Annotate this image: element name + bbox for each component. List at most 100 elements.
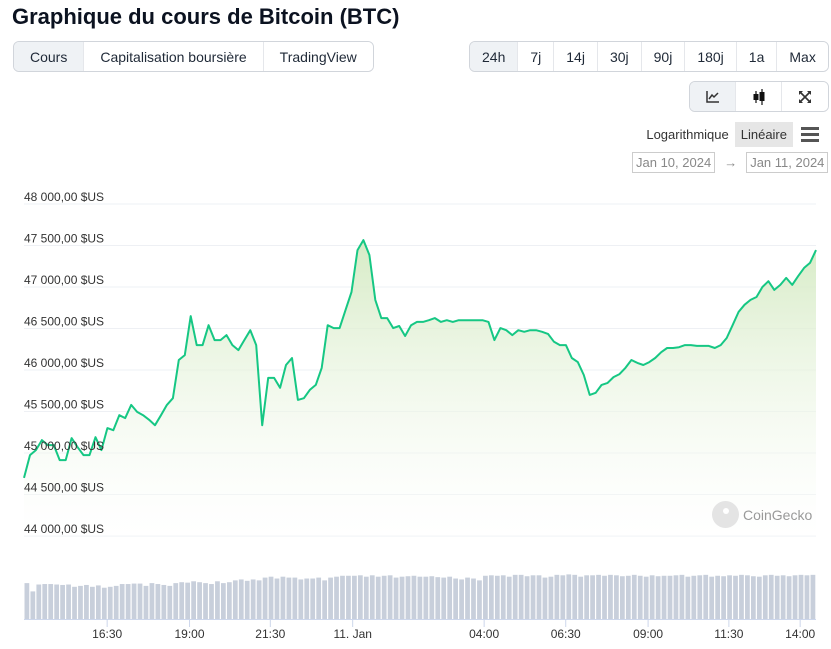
volume-bar — [119, 584, 125, 619]
x-tick-label: 11. Jan — [333, 627, 371, 641]
volume-bar — [203, 583, 208, 619]
volume-bar — [292, 577, 298, 619]
volume-bar — [780, 575, 786, 619]
fullscreen-icon — [799, 90, 811, 103]
range-30d[interactable]: 30j — [597, 42, 642, 71]
volume-bar — [643, 576, 649, 619]
volume-bar — [625, 575, 631, 619]
volume-bar — [340, 575, 345, 619]
volume-bar — [786, 576, 792, 619]
volume-bar — [500, 575, 506, 619]
volume-bar — [804, 575, 810, 619]
volume-bar — [661, 575, 667, 619]
scale-toggle: Logarithmique Linéaire — [640, 122, 819, 147]
volume-bar — [161, 584, 167, 619]
x-tick-label: 16:30 — [92, 627, 122, 641]
y-tick-label: 45 500,00 $US — [24, 398, 104, 412]
y-tick-label: 44 500,00 $US — [24, 481, 104, 495]
range-24h[interactable]: 24h — [470, 42, 519, 71]
volume-bar — [387, 575, 393, 619]
volume-bar — [280, 576, 286, 619]
x-tick-label: 09:00 — [633, 627, 663, 641]
tab-price[interactable]: Cours — [14, 42, 85, 71]
volume-bar — [590, 575, 595, 619]
range-90d[interactable]: 90j — [641, 42, 686, 71]
volume-bar — [542, 577, 548, 619]
volume-bar — [149, 583, 155, 619]
volume-bar — [316, 577, 322, 619]
volume-bar — [524, 576, 530, 619]
volume-bar — [173, 583, 179, 619]
volume-bar — [697, 575, 703, 619]
date-from-input[interactable]: Jan 10, 2024 — [632, 152, 716, 173]
volume-bar — [733, 575, 738, 619]
volume-bar — [334, 576, 339, 619]
volume-bar — [441, 577, 447, 619]
volume-bar — [215, 581, 220, 619]
chart-tabs: Cours Capitalisation boursière TradingVi… — [13, 41, 374, 72]
volume-bar — [423, 576, 429, 619]
date-to-input[interactable]: Jan 11, 2024 — [746, 152, 829, 173]
volume-bar — [584, 575, 590, 619]
volume-bar — [250, 579, 256, 619]
tab-market-cap[interactable]: Capitalisation boursière — [84, 42, 264, 71]
volume-bar — [774, 575, 780, 619]
volume-bar — [596, 574, 601, 619]
range-1y[interactable]: 1a — [736, 42, 778, 71]
volume-bar — [614, 575, 619, 619]
scale-logarithmic[interactable]: Logarithmique — [646, 127, 729, 142]
volume-bar — [703, 574, 709, 619]
volume-bar — [363, 576, 369, 619]
volume-bar — [411, 575, 417, 619]
volume-bar — [768, 574, 774, 619]
volume-bar — [352, 575, 357, 619]
volume-bar — [471, 578, 476, 619]
line-chart-button[interactable] — [690, 82, 736, 111]
arrow-right-icon: → — [724, 155, 738, 170]
volume-bar — [221, 583, 226, 619]
price-line — [23, 239, 817, 479]
y-tick-label: 45 000,00 $US — [24, 439, 104, 453]
volume-bar — [572, 574, 578, 619]
date-range: Jan 10, 2024 → Jan 11, 2024 — [632, 152, 829, 173]
volume-bar — [762, 575, 768, 619]
volume-bar — [310, 578, 316, 619]
volume-bar — [453, 578, 459, 619]
volume-bar — [274, 578, 280, 619]
range-7d[interactable]: 7j — [518, 42, 555, 71]
volume-bar — [494, 575, 500, 619]
volume-bar — [715, 575, 721, 619]
hamburger-menu-icon[interactable] — [801, 127, 819, 142]
fullscreen-button[interactable] — [782, 82, 828, 111]
volume-bar — [685, 576, 691, 619]
range-14d[interactable]: 14j — [554, 42, 598, 71]
volume-bar — [488, 575, 494, 619]
volume-bar — [465, 577, 470, 619]
volume-bar — [810, 574, 816, 619]
volume-bar — [66, 584, 71, 619]
volume-bar — [304, 578, 310, 619]
volume-bar — [417, 576, 423, 619]
range-180d[interactable]: 180j — [685, 42, 737, 71]
volume-bar — [667, 575, 673, 619]
volume-bar — [209, 584, 214, 619]
volume-bar — [649, 575, 655, 619]
volume-bar — [42, 584, 48, 619]
x-tick-label: 11:30 — [714, 627, 743, 641]
volume-bar — [429, 576, 435, 619]
price-area-fill — [24, 240, 816, 536]
volume-bar — [107, 586, 113, 619]
volume-bar — [143, 585, 149, 619]
volume-bar — [750, 576, 756, 619]
tab-tradingview[interactable]: TradingView — [263, 42, 373, 71]
volume-bar — [447, 576, 453, 619]
range-max[interactable]: Max — [777, 42, 828, 71]
x-tick-label: 19:00 — [175, 627, 205, 641]
x-tick-label: 04:00 — [469, 627, 499, 641]
volume-bar — [673, 575, 679, 619]
volume-bar — [506, 576, 512, 619]
volume-bar — [191, 581, 196, 619]
scale-linear[interactable]: Linéaire — [734, 122, 793, 147]
candlestick-button[interactable] — [736, 82, 782, 111]
volume-bar — [167, 585, 173, 619]
